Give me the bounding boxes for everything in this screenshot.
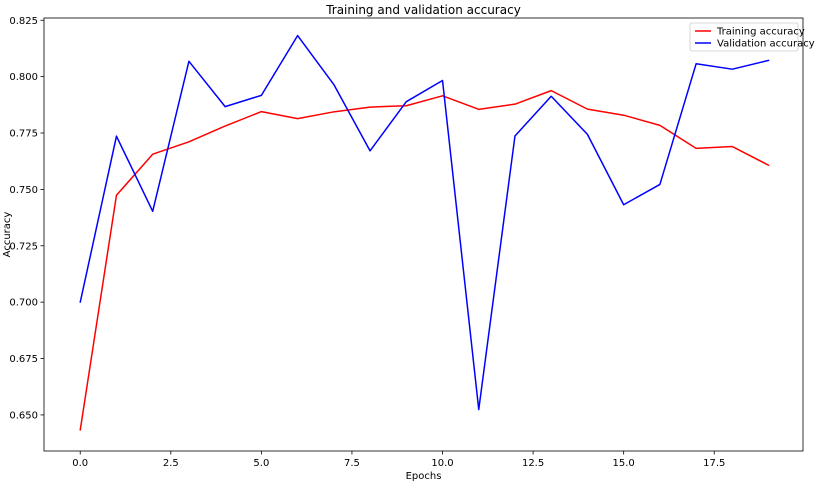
x-tick-label: 2.5	[163, 458, 179, 469]
series-group	[79, 34, 770, 431]
legend-label: Training accuracy	[716, 27, 805, 38]
y-tick-label: 0.800	[9, 72, 38, 83]
x-tick-label: 7.5	[344, 458, 360, 469]
series-line-validation	[79, 34, 770, 411]
x-tick-label: 0.0	[72, 458, 88, 469]
x-axis: 0.0 2.5 5.0 7.5 10.0 12.5 15.0 17.5	[72, 451, 725, 469]
x-axis-title: Epochs	[406, 471, 442, 482]
legend-box	[689, 22, 799, 52]
y-tick-label: 0.675	[9, 354, 38, 365]
y-tick-label: 0.725	[9, 241, 38, 252]
chart-title: Training and validation accuracy	[325, 3, 521, 17]
y-tick-label: 0.775	[9, 129, 38, 140]
series-line-training	[79, 89, 770, 431]
y-tick-label: 0.825	[9, 16, 38, 27]
x-tick-label: 10.0	[431, 458, 453, 469]
x-tick-label: 17.5	[703, 458, 725, 469]
legend-label: Validation accuracy	[717, 39, 815, 50]
y-tick-label: 0.700	[9, 298, 38, 309]
x-tick-label: 12.5	[522, 458, 544, 469]
y-tick-label: 0.650	[9, 410, 38, 421]
plot-frame	[43, 17, 804, 452]
y-axis-title: Accuracy	[2, 212, 13, 258]
x-tick-label: 5.0	[253, 458, 269, 469]
y-tick-label: 0.750	[9, 185, 38, 196]
y-axis: 0.650 0.675 0.700 0.725 0.750 0.775 0.800 0.825	[9, 16, 44, 421]
x-tick-label: 15.0	[613, 458, 635, 469]
